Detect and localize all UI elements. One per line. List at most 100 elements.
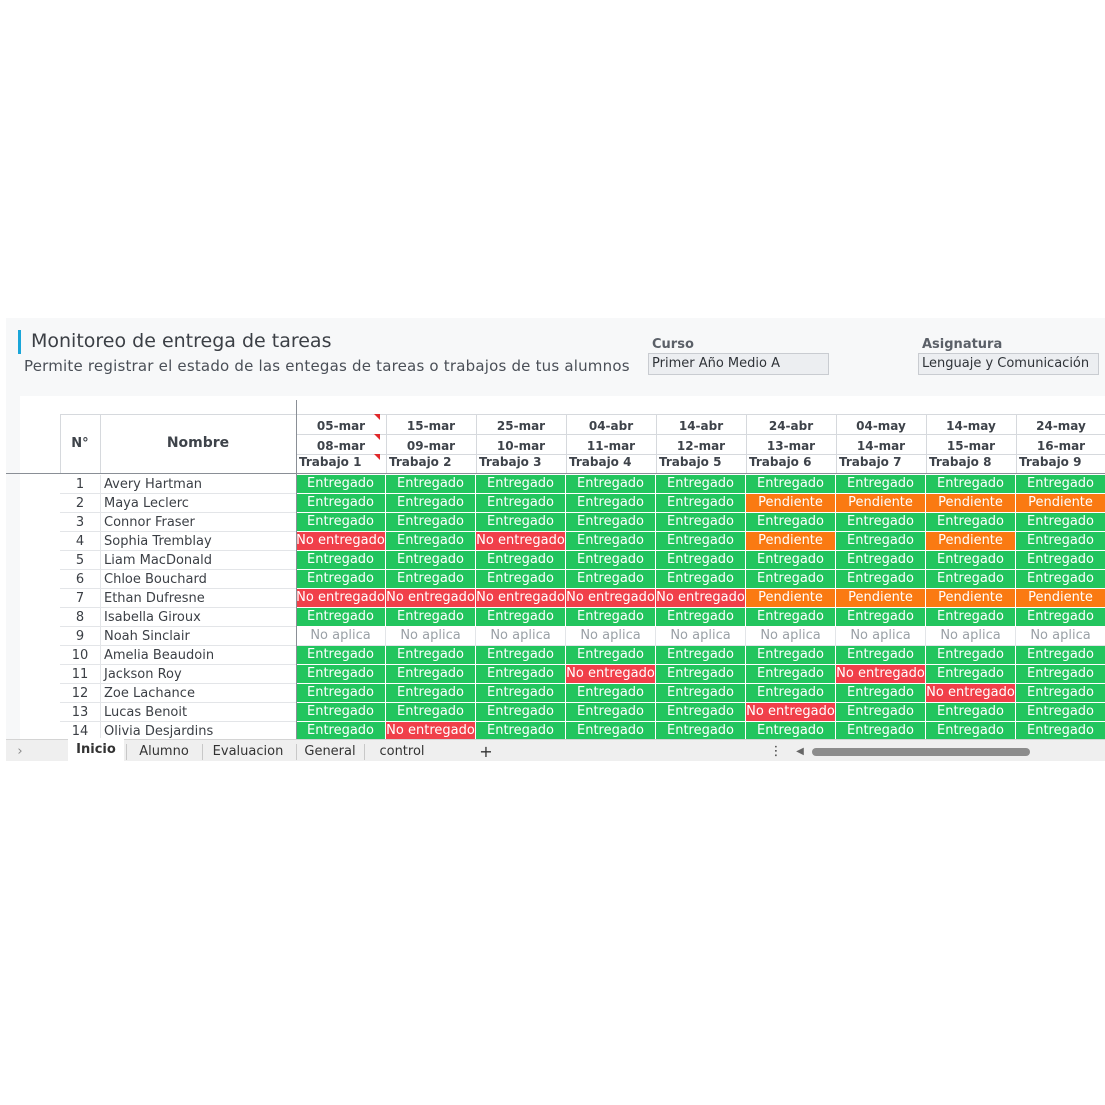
freeze-pane-horizontal[interactable] <box>6 473 1105 474</box>
status-cell[interactable]: Entregado <box>656 570 746 589</box>
status-cell[interactable]: Entregado <box>1016 608 1105 627</box>
status-cell[interactable]: Entregado <box>1016 532 1105 551</box>
status-cell[interactable]: Entregado <box>476 665 566 684</box>
status-cell[interactable]: Entregado <box>566 570 656 589</box>
status-cell[interactable]: Entregado <box>476 551 566 570</box>
status-cell[interactable]: Entregado <box>296 703 386 722</box>
status-cell[interactable]: Entregado <box>566 532 656 551</box>
student-name[interactable]: Ethan Dufresne <box>100 589 296 608</box>
status-cell[interactable]: Entregado <box>836 551 926 570</box>
freeze-pane-vertical[interactable] <box>296 400 297 740</box>
student-name[interactable]: Amelia Beaudoin <box>100 646 296 665</box>
status-cell[interactable]: No aplica <box>746 627 836 646</box>
status-cell[interactable]: Entregado <box>656 703 746 722</box>
status-cell[interactable]: No aplica <box>926 627 1016 646</box>
status-cell[interactable]: Entregado <box>836 608 926 627</box>
status-cell[interactable]: Entregado <box>926 475 1016 494</box>
sheet-tab-general[interactable]: General <box>304 744 356 759</box>
curso-field[interactable]: Primer Año Medio A <box>648 353 829 375</box>
status-cell[interactable]: Entregado <box>656 475 746 494</box>
status-cell[interactable]: Entregado <box>746 570 836 589</box>
status-cell[interactable]: Entregado <box>836 513 926 532</box>
assignment-label[interactable]: Trabajo 4 <box>569 455 632 469</box>
status-cell[interactable]: Entregado <box>926 551 1016 570</box>
status-cell[interactable]: Entregado <box>296 608 386 627</box>
status-cell[interactable]: Entregado <box>656 665 746 684</box>
status-cell[interactable]: Entregado <box>296 665 386 684</box>
status-cell[interactable]: Pendiente <box>836 494 926 513</box>
status-cell[interactable]: Entregado <box>386 475 476 494</box>
sheet-tab-evaluacion[interactable]: Evaluacion <box>212 744 284 759</box>
status-cell[interactable]: Pendiente <box>1016 494 1105 513</box>
status-cell[interactable]: Entregado <box>926 646 1016 665</box>
status-cell[interactable]: No aplica <box>296 627 386 646</box>
status-cell[interactable]: Entregado <box>746 608 836 627</box>
student-name[interactable]: Jackson Roy <box>100 665 296 684</box>
status-cell[interactable]: No entregado <box>296 589 386 608</box>
status-cell[interactable]: Entregado <box>476 570 566 589</box>
status-cell[interactable]: Entregado <box>296 684 386 703</box>
status-cell[interactable]: Entregado <box>386 684 476 703</box>
student-name[interactable]: Zoe Lachance <box>100 684 296 703</box>
status-cell[interactable]: Entregado <box>476 684 566 703</box>
status-cell[interactable]: Entregado <box>386 646 476 665</box>
status-cell[interactable]: Entregado <box>656 513 746 532</box>
status-cell[interactable]: Entregado <box>656 551 746 570</box>
status-cell[interactable]: Entregado <box>836 646 926 665</box>
status-cell[interactable]: No entregado <box>926 684 1016 703</box>
status-cell[interactable]: No entregado <box>656 589 746 608</box>
student-name[interactable]: Connor Fraser <box>100 513 296 532</box>
status-cell[interactable]: Entregado <box>386 608 476 627</box>
status-cell[interactable]: Entregado <box>656 532 746 551</box>
status-cell[interactable]: No aplica <box>836 627 926 646</box>
status-cell[interactable]: Entregado <box>746 665 836 684</box>
status-cell[interactable]: No entregado <box>566 665 656 684</box>
status-cell[interactable]: Entregado <box>566 722 656 741</box>
sheet-nav-icon[interactable]: › <box>17 744 23 759</box>
student-name[interactable]: Chloe Bouchard <box>100 570 296 589</box>
status-cell[interactable]: No entregado <box>836 665 926 684</box>
status-cell[interactable]: Entregado <box>836 570 926 589</box>
assignment-label[interactable]: Trabajo 9 <box>1019 455 1082 469</box>
status-cell[interactable]: No aplica <box>1016 627 1105 646</box>
student-name[interactable]: Lucas Benoit <box>100 703 296 722</box>
status-cell[interactable]: Entregado <box>926 608 1016 627</box>
status-cell[interactable]: Entregado <box>1016 722 1105 741</box>
status-cell[interactable]: Entregado <box>926 722 1016 741</box>
status-cell[interactable]: Entregado <box>746 513 836 532</box>
status-cell[interactable]: Entregado <box>926 570 1016 589</box>
horizontal-scrollbar[interactable] <box>812 748 1030 756</box>
status-cell[interactable]: Entregado <box>476 703 566 722</box>
status-cell[interactable]: Entregado <box>296 513 386 532</box>
status-cell[interactable]: Entregado <box>656 684 746 703</box>
status-cell[interactable]: Entregado <box>476 608 566 627</box>
student-name[interactable]: Noah Sinclair <box>100 627 296 646</box>
status-cell[interactable]: Entregado <box>656 722 746 741</box>
status-cell[interactable]: Entregado <box>296 494 386 513</box>
status-cell[interactable]: Entregado <box>746 722 836 741</box>
status-cell[interactable]: Entregado <box>926 703 1016 722</box>
status-cell[interactable]: Entregado <box>566 703 656 722</box>
status-cell[interactable]: Entregado <box>386 703 476 722</box>
status-cell[interactable]: No aplica <box>566 627 656 646</box>
status-cell[interactable]: Entregado <box>476 646 566 665</box>
scroll-left-icon[interactable]: ◀ <box>796 746 804 757</box>
status-cell[interactable]: Entregado <box>1016 570 1105 589</box>
status-cell[interactable]: Entregado <box>386 665 476 684</box>
status-cell[interactable]: Entregado <box>296 570 386 589</box>
status-cell[interactable]: Entregado <box>476 513 566 532</box>
assignment-label[interactable]: Trabajo 5 <box>659 455 722 469</box>
status-cell[interactable]: Entregado <box>926 513 1016 532</box>
status-cell[interactable]: Entregado <box>386 551 476 570</box>
status-cell[interactable]: Pendiente <box>926 494 1016 513</box>
status-cell[interactable]: Entregado <box>836 532 926 551</box>
asignatura-field[interactable]: Lenguaje y Comunicación <box>918 353 1099 375</box>
status-cell[interactable]: Entregado <box>476 494 566 513</box>
status-cell[interactable]: No entregado <box>476 532 566 551</box>
status-cell[interactable]: Entregado <box>1016 551 1105 570</box>
status-cell[interactable]: Entregado <box>566 646 656 665</box>
status-cell[interactable]: No aplica <box>656 627 746 646</box>
status-cell[interactable]: Pendiente <box>746 494 836 513</box>
status-cell[interactable]: Entregado <box>1016 684 1105 703</box>
comment-indicator-icon[interactable] <box>374 434 380 440</box>
